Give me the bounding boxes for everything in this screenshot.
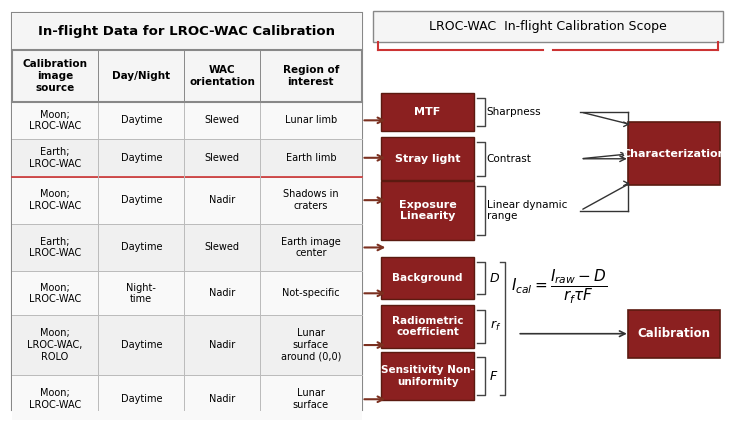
Text: Contrast: Contrast bbox=[486, 154, 531, 164]
Text: MTF: MTF bbox=[414, 107, 441, 117]
Text: Earth;
LROC-WAC: Earth; LROC-WAC bbox=[29, 147, 81, 169]
Text: Earth limb: Earth limb bbox=[286, 153, 336, 163]
Text: Daytime: Daytime bbox=[121, 115, 162, 125]
FancyBboxPatch shape bbox=[628, 310, 721, 358]
Text: $r_f$: $r_f$ bbox=[489, 319, 501, 333]
Text: Daytime: Daytime bbox=[121, 242, 162, 253]
Text: Moon;
LROC-WAC: Moon; LROC-WAC bbox=[29, 283, 81, 304]
Text: Calibration
image
source: Calibration image source bbox=[23, 59, 88, 93]
Text: Daytime: Daytime bbox=[121, 195, 162, 205]
Text: Background: Background bbox=[392, 273, 463, 283]
FancyBboxPatch shape bbox=[381, 137, 474, 181]
Text: Sensitivity Non-
uniformity: Sensitivity Non- uniformity bbox=[381, 365, 475, 387]
FancyBboxPatch shape bbox=[628, 122, 721, 185]
FancyBboxPatch shape bbox=[381, 181, 474, 239]
Text: In-flight Data for LROC-WAC Calibration: In-flight Data for LROC-WAC Calibration bbox=[38, 25, 335, 38]
Text: Moon;
LROC-WAC: Moon; LROC-WAC bbox=[29, 190, 81, 211]
Text: Earth image
center: Earth image center bbox=[281, 237, 341, 258]
Text: Moon;
LROC-WAC: Moon; LROC-WAC bbox=[29, 388, 81, 410]
FancyBboxPatch shape bbox=[12, 224, 361, 271]
Text: Daytime: Daytime bbox=[121, 394, 162, 404]
Text: Day/Night: Day/Night bbox=[113, 71, 170, 81]
Text: Radiometric
coefficient: Radiometric coefficient bbox=[392, 316, 464, 337]
FancyBboxPatch shape bbox=[381, 257, 474, 299]
Text: Not-specific: Not-specific bbox=[282, 288, 339, 298]
Text: Daytime: Daytime bbox=[121, 153, 162, 163]
Text: Slewed: Slewed bbox=[205, 153, 240, 163]
FancyBboxPatch shape bbox=[12, 375, 361, 423]
Text: Linear dynamic
range: Linear dynamic range bbox=[486, 200, 567, 221]
Text: Nadir: Nadir bbox=[209, 340, 236, 350]
FancyBboxPatch shape bbox=[12, 13, 361, 50]
Text: Nadir: Nadir bbox=[209, 394, 236, 404]
Text: D: D bbox=[489, 272, 499, 285]
FancyBboxPatch shape bbox=[381, 93, 474, 131]
Text: Earth;
LROC-WAC: Earth; LROC-WAC bbox=[29, 237, 81, 258]
Text: $I_{cal} = \dfrac{I_{raw} - D}{r_f \tau F}$: $I_{cal} = \dfrac{I_{raw} - D}{r_f \tau … bbox=[512, 268, 607, 306]
FancyBboxPatch shape bbox=[12, 271, 361, 316]
Text: LROC-WAC  In-flight Calibration Scope: LROC-WAC In-flight Calibration Scope bbox=[430, 20, 668, 33]
Text: Characterization: Characterization bbox=[622, 149, 726, 159]
Text: Night-
time: Night- time bbox=[127, 283, 156, 304]
Text: Slewed: Slewed bbox=[205, 115, 240, 125]
FancyBboxPatch shape bbox=[12, 316, 361, 375]
Text: Daytime: Daytime bbox=[121, 340, 162, 350]
FancyBboxPatch shape bbox=[381, 305, 474, 348]
Text: Lunar
surface
around (0,0): Lunar surface around (0,0) bbox=[280, 328, 341, 362]
Text: Shadows in
craters: Shadows in craters bbox=[283, 190, 339, 211]
FancyBboxPatch shape bbox=[373, 11, 723, 42]
FancyBboxPatch shape bbox=[12, 13, 361, 410]
FancyBboxPatch shape bbox=[12, 176, 361, 224]
Text: Calibration: Calibration bbox=[637, 327, 710, 340]
Text: Exposure
Linearity: Exposure Linearity bbox=[399, 200, 456, 221]
Text: Lunar
surface: Lunar surface bbox=[293, 388, 329, 410]
Text: Lunar limb: Lunar limb bbox=[285, 115, 337, 125]
Text: Stray light: Stray light bbox=[395, 154, 461, 164]
Text: Region of
interest: Region of interest bbox=[283, 65, 339, 87]
Text: Sharpness: Sharpness bbox=[486, 107, 542, 117]
Text: Slewed: Slewed bbox=[205, 242, 240, 253]
Text: Moon;
LROC-WAC: Moon; LROC-WAC bbox=[29, 110, 81, 131]
Text: Moon;
LROC-WAC,
ROLO: Moon; LROC-WAC, ROLO bbox=[27, 328, 82, 362]
Text: F: F bbox=[489, 370, 497, 382]
FancyBboxPatch shape bbox=[12, 102, 361, 139]
Text: Nadir: Nadir bbox=[209, 195, 236, 205]
FancyBboxPatch shape bbox=[381, 352, 474, 400]
FancyBboxPatch shape bbox=[12, 139, 361, 176]
Text: WAC
orientation: WAC orientation bbox=[189, 65, 255, 87]
Text: Nadir: Nadir bbox=[209, 288, 236, 298]
